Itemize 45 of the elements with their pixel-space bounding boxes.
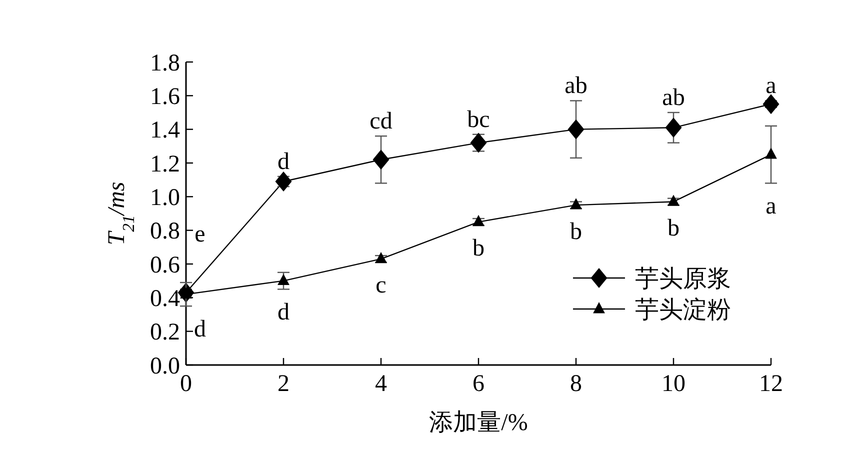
annotation: b (570, 218, 582, 245)
y-tick-label: 0.8 (150, 218, 180, 245)
x-tick-label: 2 (278, 371, 290, 397)
point (668, 194, 680, 206)
x-axis-title: 添加量/% (429, 410, 528, 436)
y-tick-label: 0.2 (150, 320, 180, 346)
point (665, 118, 682, 138)
y-tick-label: 1.8 (150, 50, 180, 76)
x-tick-label: 0 (180, 371, 192, 397)
point (568, 119, 584, 140)
y-tick-label: 0.4 (150, 286, 180, 312)
annotation: ab (662, 84, 685, 111)
legend-label: 芋头原浆 (635, 266, 731, 292)
y-tick-label: 0.6 (150, 252, 180, 278)
annotation: b (668, 215, 680, 242)
y-tick-label: 1.2 (150, 151, 180, 178)
point (472, 214, 484, 226)
annotation: cd (370, 108, 392, 134)
annotation: a (766, 73, 777, 100)
x-tick-label: 4 (375, 371, 387, 397)
point (275, 172, 292, 192)
annotation: a (766, 194, 777, 220)
y-tick-label: 1.6 (150, 84, 180, 110)
point (570, 198, 582, 210)
annotation: c (376, 272, 386, 299)
y-tick-label: 0.0 (150, 353, 180, 380)
x-tick-label: 12 (759, 371, 783, 397)
x-tick-label: 8 (570, 371, 582, 397)
point (765, 148, 777, 159)
point (372, 150, 390, 170)
y-tick-label: 1.0 (150, 185, 180, 212)
annotation: d (278, 148, 290, 175)
legend-label: 芋头淀粉 (635, 296, 731, 324)
annotation: d (194, 316, 206, 342)
x-tick-label: 10 (662, 371, 686, 397)
annotation: ab (564, 73, 588, 100)
point (375, 252, 387, 264)
x-tick-label: 6 (472, 371, 484, 397)
annotation: e (194, 222, 206, 248)
point (278, 274, 290, 286)
annotation: b (472, 236, 484, 262)
point (762, 94, 780, 114)
annotation: d (278, 300, 290, 326)
y-tick-label: 1.4 (150, 118, 180, 144)
annotation: bc (467, 106, 490, 133)
